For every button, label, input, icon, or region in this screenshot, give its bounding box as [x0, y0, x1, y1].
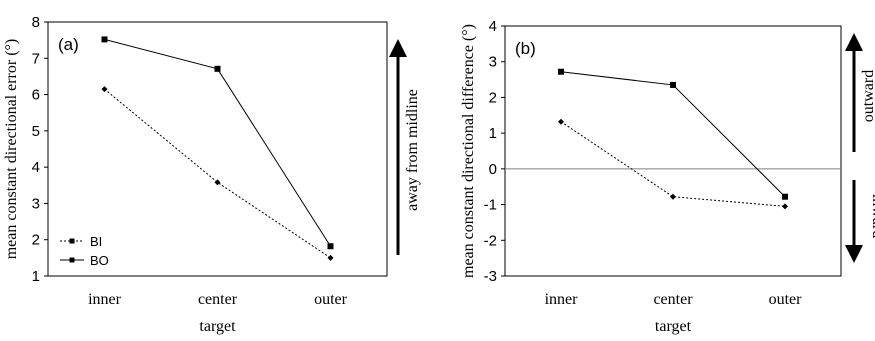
y-tick-label: 5	[32, 123, 40, 140]
chart-a-legend: BI BO	[60, 234, 109, 268]
y-tick-label: 4	[489, 18, 497, 35]
x-tick-label-outer: outer	[769, 291, 803, 308]
chart-b-xticks: inner center outer	[545, 291, 803, 308]
y-tick-label: -1	[484, 197, 497, 214]
series-bi-point	[327, 254, 334, 261]
y-tick-label: 2	[32, 232, 40, 249]
y-tick-label: 6	[32, 87, 40, 104]
series-bi-point	[214, 179, 221, 186]
y-tick-label: 1	[32, 268, 40, 285]
chart-b-frame	[504, 25, 842, 277]
series-bo-point	[327, 243, 334, 250]
series-bo-point	[214, 65, 221, 72]
chart-a: (a) mean constant directional error (°) …	[3, 14, 421, 335]
chart-b-yticks: -3 -2 -1 0 1 2 3 4	[484, 18, 505, 285]
series-bi-line	[104, 88, 331, 259]
chart-b-panel-label: (b)	[515, 39, 536, 58]
legend-bi-label: BI	[90, 234, 102, 249]
series-bi-line	[560, 121, 786, 207]
chart-a-xticks: inner center outer	[88, 291, 348, 308]
chart-a-panel-label: (a)	[58, 35, 79, 54]
y-tick-label: -3	[484, 268, 497, 285]
series-bi-point	[782, 203, 788, 210]
series-bi-point	[558, 118, 564, 125]
chart-b-ylabel: mean constant directional difference (°)	[460, 24, 477, 278]
x-tick-label-inner: inner	[88, 291, 122, 308]
legend-bo-marker	[69, 257, 75, 263]
series-bo-point	[558, 68, 564, 75]
y-tick-label: 4	[32, 159, 40, 176]
series-bo-line	[560, 71, 786, 198]
y-tick-label: 0	[489, 161, 497, 178]
legend-bi-marker	[69, 238, 75, 244]
inward-label: inward	[869, 194, 875, 238]
y-tick-label: 1	[489, 125, 497, 142]
chart-a-series	[101, 36, 334, 261]
series-bo-point	[782, 193, 788, 200]
chart-a-frame	[47, 21, 388, 277]
x-tick-label-outer: outer	[314, 291, 348, 308]
y-tick-label: -2	[484, 232, 497, 249]
y-tick-label: 3	[32, 195, 40, 212]
x-tick-label-inner: inner	[545, 291, 579, 308]
y-tick-label: 8	[32, 14, 40, 31]
chart-a-xlabel: target	[199, 318, 236, 335]
y-tick-label: 3	[489, 54, 497, 71]
away-from-midline-label: away from midline	[404, 89, 421, 211]
series-bi-point	[670, 193, 676, 200]
chart-b: (b) mean constant directional difference…	[460, 18, 875, 335]
y-tick-label: 2	[489, 89, 497, 106]
series-bi-point	[101, 86, 108, 93]
chart-a-yticks: 1 2 3 4 5 6 7 8	[32, 14, 48, 285]
series-bo-point	[101, 36, 108, 43]
legend-bo-label: BO	[90, 253, 109, 268]
series-bo-point	[670, 81, 676, 88]
chart-a-ylabel: mean constant directional error (°)	[3, 39, 20, 260]
x-tick-label-center: center	[198, 291, 238, 308]
outward-label: outward	[860, 70, 875, 122]
x-tick-label-center: center	[653, 291, 693, 308]
chart-b-series	[558, 68, 788, 210]
y-tick-label: 7	[32, 50, 40, 67]
chart-b-xlabel: target	[655, 318, 692, 335]
